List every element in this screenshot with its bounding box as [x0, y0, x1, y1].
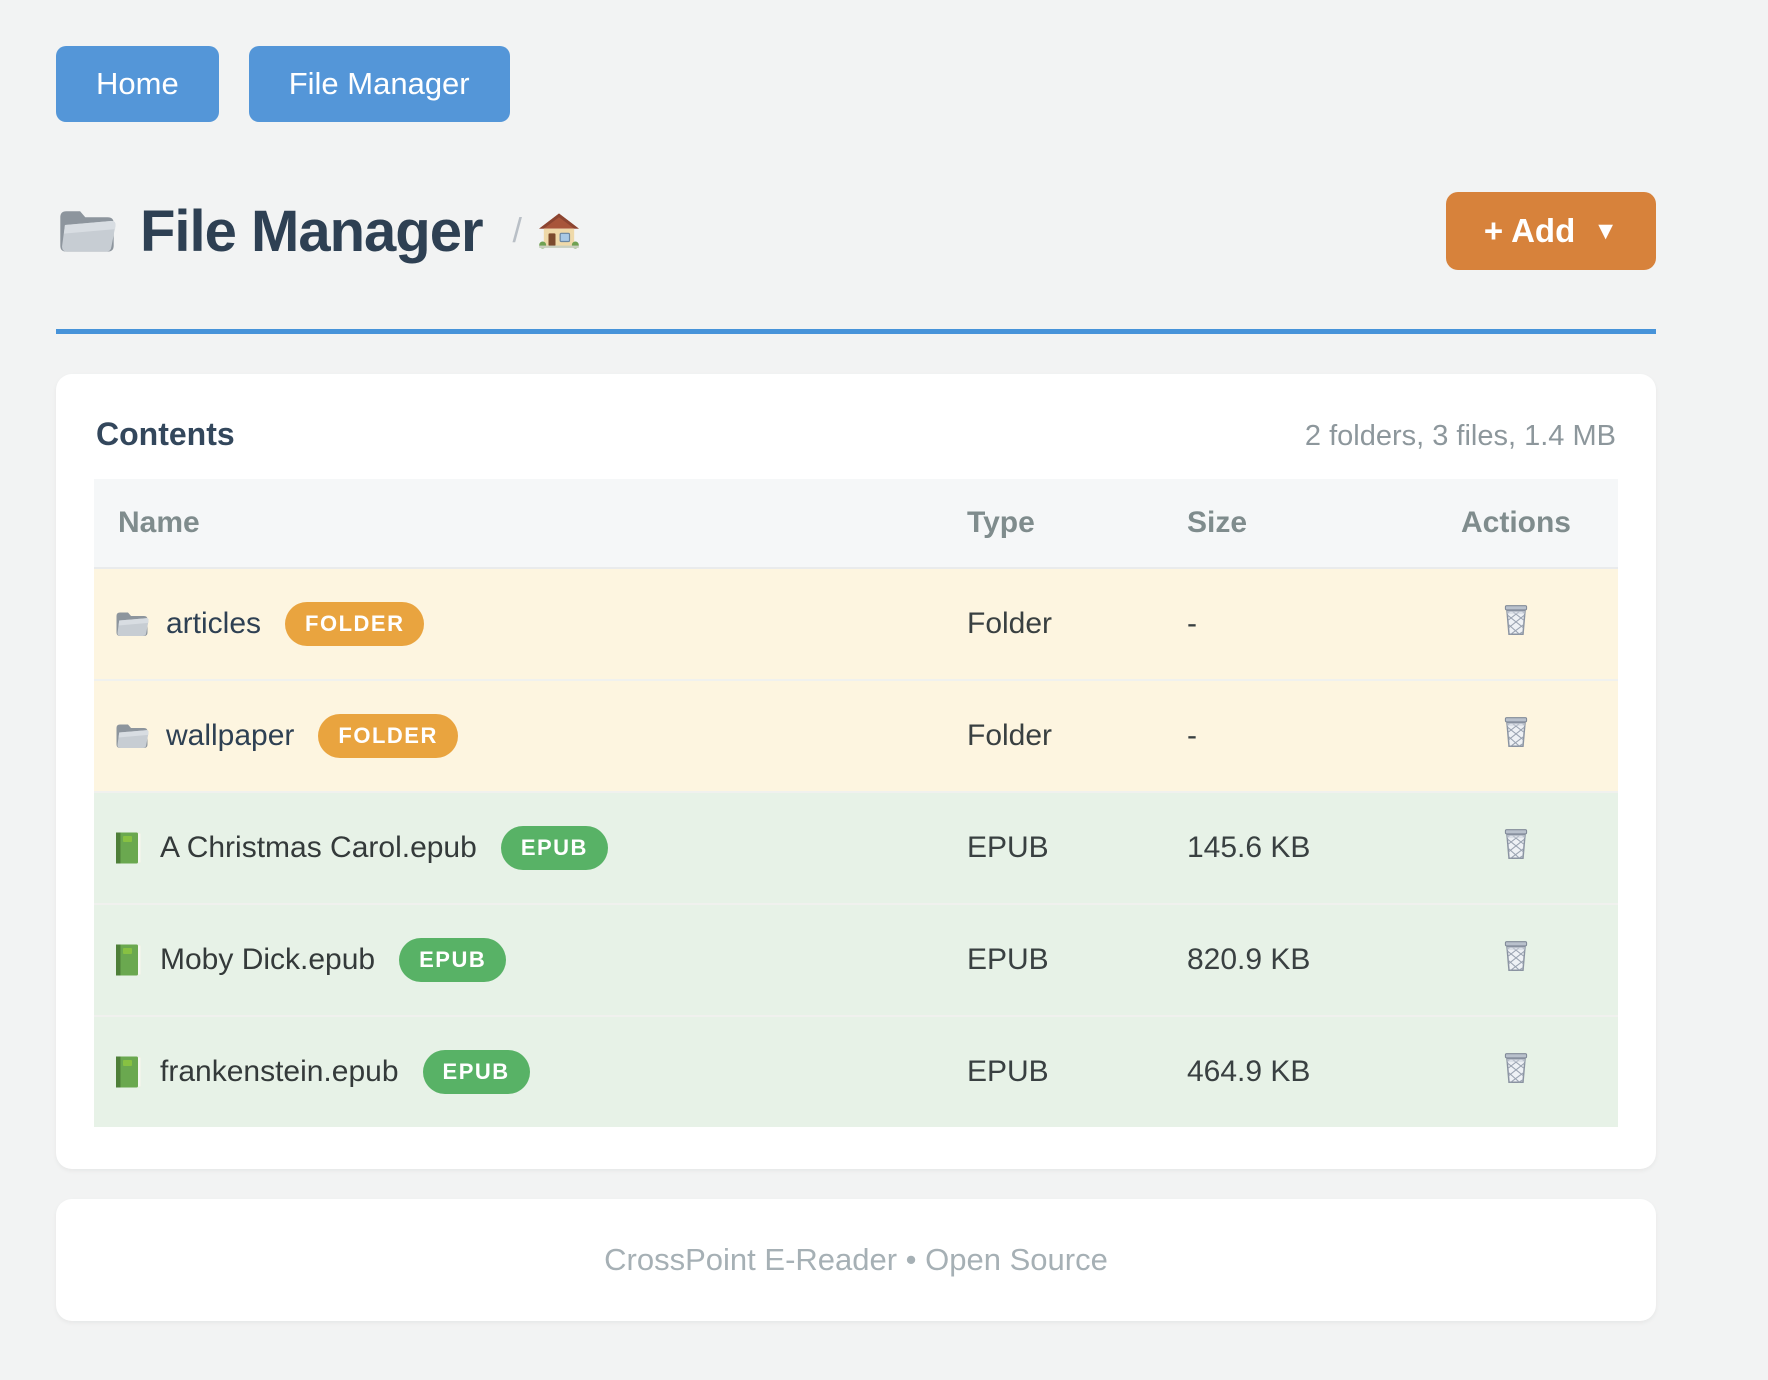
column-header-name: Name [94, 479, 967, 569]
breadcrumb: / [513, 211, 580, 251]
top-nav: Home File Manager [56, 46, 1656, 122]
type-badge: FOLDER [285, 602, 425, 646]
add-button[interactable]: + Add ▼ [1445, 192, 1656, 270]
trash-icon [1500, 826, 1532, 862]
contents-heading: Contents [96, 416, 235, 452]
delete-button[interactable] [1500, 714, 1532, 750]
trash-icon [1500, 602, 1532, 638]
book-icon [114, 830, 144, 866]
title-group: File Manager / [56, 198, 580, 265]
delete-button[interactable] [1500, 602, 1532, 638]
delete-button[interactable] [1500, 1050, 1532, 1086]
type-badge: EPUB [399, 938, 507, 982]
file-name-link[interactable]: articles [166, 607, 262, 640]
trash-icon [1500, 938, 1532, 974]
delete-button[interactable] [1500, 938, 1532, 974]
column-header-type: Type [967, 479, 1187, 569]
folder-icon [114, 721, 150, 751]
breadcrumb-separator: / [512, 211, 522, 250]
size-cell: 464.9 KB [1187, 1015, 1414, 1127]
column-header-size: Size [1187, 479, 1414, 569]
delete-button[interactable] [1500, 826, 1532, 862]
size-cell: - [1187, 568, 1414, 680]
column-header-actions: Actions [1414, 479, 1618, 569]
trash-icon [1500, 714, 1532, 750]
type-cell: EPUB [967, 1015, 1187, 1127]
page-title: File Manager [140, 198, 484, 264]
file-name-link[interactable]: frankenstein.epub [160, 1055, 399, 1088]
home-icon[interactable] [538, 211, 580, 251]
table-row: wallpaper FOLDER Folder - [94, 679, 1618, 792]
file-name-link[interactable]: Moby Dick.epub [160, 943, 376, 976]
table-row: frankenstein.epub EPUB EPUB 464.9 KB [94, 1015, 1618, 1127]
file-name-link[interactable]: A Christmas Carol.epub [160, 831, 477, 864]
table-header-row: Name Type Size Actions [94, 479, 1618, 569]
table-row: A Christmas Carol.epub EPUB EPUB 145.6 K… [94, 791, 1618, 904]
open-folder-icon [56, 205, 118, 257]
add-button-label: + Add [1483, 212, 1576, 249]
home-button[interactable]: Home [56, 46, 219, 122]
contents-card: Contents 2 folders, 3 files, 1.4 MB Name… [56, 374, 1656, 1169]
title-row: File Manager / + A [56, 192, 1656, 270]
type-cell: Folder [967, 679, 1187, 792]
footer: CrossPoint E-Reader • Open Source [56, 1199, 1656, 1321]
contents-table: Name Type Size Actions articles FOLDER F… [94, 479, 1618, 1127]
caret-down-icon: ▼ [1593, 216, 1618, 245]
type-badge: EPUB [422, 1050, 530, 1094]
size-cell: 145.6 KB [1187, 791, 1414, 904]
folder-icon [114, 609, 150, 639]
type-cell: Folder [967, 568, 1187, 680]
contents-summary: 2 folders, 3 files, 1.4 MB [1304, 420, 1616, 452]
table-row: articles FOLDER Folder - [94, 568, 1618, 680]
trash-icon [1500, 1050, 1532, 1086]
book-icon [114, 942, 144, 978]
table-row: Moby Dick.epub EPUB EPUB 820.9 KB [94, 903, 1618, 1016]
book-icon [114, 1054, 144, 1090]
type-cell: EPUB [967, 903, 1187, 1016]
type-badge: FOLDER [318, 714, 458, 758]
size-cell: 820.9 KB [1187, 903, 1414, 1016]
footer-text: CrossPoint E-Reader • Open Source [604, 1242, 1108, 1277]
type-badge: EPUB [500, 826, 608, 870]
file-manager-button[interactable]: File Manager [248, 46, 510, 122]
contents-table-body: articles FOLDER Folder - [94, 568, 1618, 1127]
type-cell: EPUB [967, 791, 1187, 904]
contents-header-row: Contents 2 folders, 3 files, 1.4 MB [94, 410, 1618, 479]
size-cell: - [1187, 679, 1414, 792]
file-name-link[interactable]: wallpaper [166, 719, 295, 752]
title-divider [56, 329, 1656, 334]
